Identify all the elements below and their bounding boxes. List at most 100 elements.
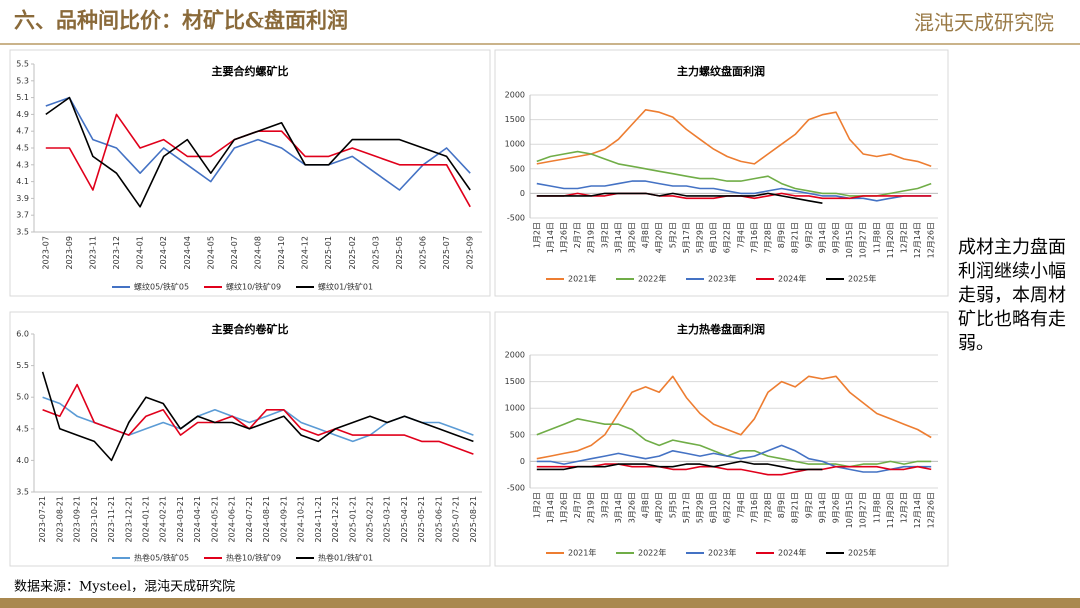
- y-tick-label: 4.9: [16, 110, 29, 119]
- legend-label: 螺纹01/铁矿01: [318, 282, 373, 292]
- x-tick-label: 2025-09: [466, 236, 475, 269]
- series-line: [45, 96, 471, 208]
- x-tick-label: 9月26日: [832, 492, 841, 523]
- panel: [9, 49, 491, 297]
- x-tick-label: 5月2日: [668, 222, 677, 248]
- slide-title: 六、品种间比价：材矿比&盘面利润: [14, 8, 348, 33]
- y-tick-label: 3.5: [16, 488, 29, 497]
- panel: [494, 311, 949, 567]
- x-tick-label: 2024-01: [136, 236, 145, 269]
- footer-bar: [0, 598, 1080, 608]
- series-line: [536, 460, 823, 471]
- x-tick-label: 1月2日: [532, 492, 541, 518]
- x-tick-label: 2025-01-21: [348, 496, 357, 543]
- chart-title: 主要合约螺矿比: [212, 64, 289, 78]
- x-tick-label: 2024-12: [301, 236, 310, 269]
- y-tick-label: 500: [510, 164, 525, 173]
- x-tick-label: 2025-03-21: [383, 496, 392, 543]
- chart-title: 主力热卷盘面利润: [677, 322, 765, 336]
- legend-label: 2021年: [568, 548, 596, 558]
- x-tick-label: 4月8日: [641, 492, 650, 518]
- x-tick-label: 2024-02: [159, 236, 168, 269]
- x-tick-label: 12月14日: [913, 492, 922, 528]
- y-tick-label: -500: [507, 214, 525, 223]
- x-tick-label: 5月17日: [682, 222, 691, 253]
- x-tick-label: 10月15日: [845, 222, 854, 258]
- x-tick-label: 3月2日: [600, 492, 609, 518]
- series-line: [536, 192, 823, 204]
- x-tick-label: 9月2日: [804, 492, 813, 518]
- legend-label: 2025年: [848, 548, 876, 558]
- x-tick-label: 6月22日: [723, 492, 732, 523]
- legend-label: 热卷05/铁矿05: [134, 553, 189, 563]
- x-tick-label: 11月20日: [886, 222, 895, 258]
- logo: 混沌天成研究院: [914, 11, 1054, 35]
- series-line: [536, 444, 932, 473]
- y-tick-label: 6.0: [16, 330, 29, 339]
- x-tick-label: 8月21日: [791, 222, 800, 253]
- y-tick-label: 0: [520, 457, 525, 466]
- legend-label: 热卷01/铁矿01: [318, 553, 373, 563]
- series-line: [536, 180, 932, 202]
- x-tick-label: 2025-02: [348, 236, 357, 269]
- x-tick-label: 4月20日: [655, 492, 664, 523]
- x-tick-label: 9月2日: [804, 222, 813, 248]
- legend-label: 2024年: [778, 274, 806, 284]
- legend-label: 2023年: [708, 274, 736, 284]
- x-tick-label: 2024-03-21: [176, 496, 185, 543]
- series-line: [536, 418, 932, 468]
- x-tick-label: 2023-07-21: [38, 496, 47, 543]
- x-tick-label: 5月29日: [696, 222, 705, 253]
- x-tick-label: 4月8日: [641, 222, 650, 248]
- legend-label: 2022年: [638, 548, 666, 558]
- y-tick-label: 0: [520, 189, 525, 198]
- x-tick-label: 2024-11-21: [314, 496, 323, 543]
- x-tick-label: 6月10日: [709, 492, 718, 523]
- x-tick-label: 11月8日: [872, 222, 881, 253]
- x-tick-label: 2023-09: [65, 236, 74, 269]
- y-tick-label: 5.0: [16, 393, 29, 402]
- x-tick-label: 2月19日: [587, 492, 596, 523]
- x-tick-label: 2月7日: [573, 222, 582, 248]
- y-tick-label: 5.5: [16, 60, 29, 69]
- y-tick-label: 4.0: [16, 456, 29, 465]
- legend-label: 螺纹05/铁矿05: [134, 282, 189, 292]
- x-tick-label: 2024-07-21: [245, 496, 254, 543]
- chart-title: 主要合约卷矿比: [212, 322, 289, 336]
- note: 成材主力盘面利润继续小幅走弱，本周材矿比也略有走弱。: [958, 237, 1066, 354]
- legend-label: 2023年: [708, 548, 736, 558]
- x-tick-label: 11月20日: [886, 492, 895, 528]
- y-tick-label: 4.3: [16, 160, 29, 169]
- x-tick-label: 8月9日: [777, 222, 786, 248]
- x-tick-label: 7月4日: [736, 222, 745, 248]
- y-tick-label: 1000: [505, 140, 525, 149]
- chart-title: 主力螺纹盘面利润: [677, 64, 765, 78]
- x-tick-label: 9月14日: [818, 222, 827, 253]
- x-tick-label: 2024-12-21: [331, 496, 340, 543]
- x-tick-label: 2025-05-21: [417, 496, 426, 543]
- x-tick-label: 9月26日: [832, 222, 841, 253]
- x-tick-label: 2024-04-21: [193, 496, 202, 543]
- series-line: [536, 463, 932, 476]
- y-tick-label: 2000: [505, 351, 525, 360]
- x-tick-label: 2024-10: [277, 236, 286, 269]
- x-tick-label: 2025-05: [395, 236, 404, 269]
- x-tick-label: 2023-10-21: [90, 496, 99, 543]
- y-tick-label: 3.7: [16, 211, 29, 220]
- x-tick-label: 2023-12: [112, 236, 121, 269]
- x-tick-label: 6月22日: [723, 222, 732, 253]
- x-tick-label: 7月16日: [750, 492, 759, 523]
- x-tick-label: 2025-07: [442, 236, 451, 269]
- x-tick-label: 10月27日: [859, 492, 868, 528]
- source: 数据来源：Mysteel，混沌天成研究院: [14, 580, 235, 595]
- y-tick-label: 4.5: [16, 424, 29, 433]
- y-tick-label: 5.1: [16, 93, 29, 102]
- x-tick-label: 12月26日: [927, 222, 936, 258]
- x-tick-label: 9月14日: [818, 492, 827, 523]
- x-tick-label: 2025-07-21: [452, 496, 461, 543]
- x-tick-label: 2024-08-21: [262, 496, 271, 543]
- x-tick-label: 2025-06-21: [434, 496, 443, 543]
- y-tick-label: -500: [507, 484, 525, 493]
- x-tick-label: 1月2日: [532, 222, 541, 248]
